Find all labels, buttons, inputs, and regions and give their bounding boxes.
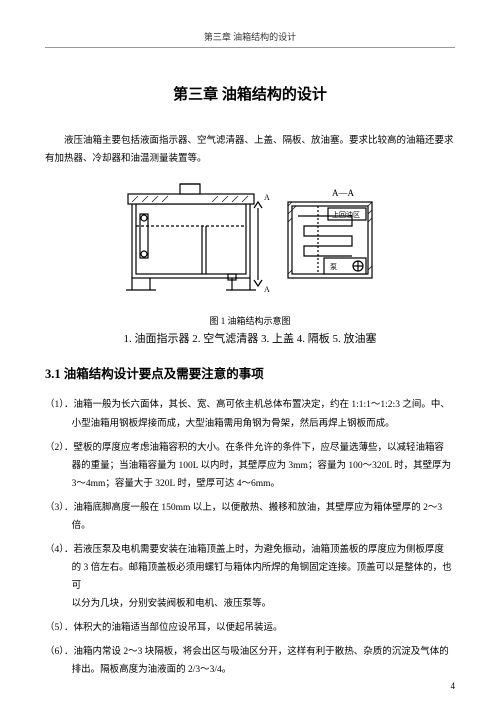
list-item-text: 若液压泵及电机需要安装在油箱顶盖上时，为避免振动，油箱顶盖板的厚度应为侧板厚度 — [74, 545, 445, 555]
section-title: 3.1 油箱结构设计要点及需要注意的事项 — [45, 364, 455, 384]
header-rule — [45, 47, 455, 48]
figure-caption: 图 1 油箱结构示意图 — [45, 314, 455, 328]
label-section: A—A — [332, 188, 354, 198]
list-item: （4）．若液压泵及电机需要安装在油箱顶盖上时，为避免振动，油箱顶盖板的厚度应为侧… — [45, 541, 455, 613]
list-item-text: 壁板的厚度应考虑油箱容积的大小。在条件允许的条件下，应尽量选薄些，以减轻油箱容 — [74, 443, 445, 453]
list-item: （2）．壁板的厚度应考虑油箱容积的大小。在条件允许的条件下，应尽量选薄些，以减轻… — [45, 439, 455, 493]
list-container: （1）．油箱一般为长六面体，其长、宽、高可依主机总体布置决定，约在 1:1:1～… — [45, 396, 455, 679]
chapter-title: 第三章 油箱结构的设计 — [45, 83, 455, 107]
list-item-number: （6）． — [45, 647, 74, 657]
label-pump: 泵 — [330, 263, 337, 271]
label-A-bot: A — [264, 285, 270, 294]
list-item-text: 油箱底脚高度一般在 150mm 以上，以便散热、搬移和放油，其壁厚应为箱体壁厚的… — [74, 503, 443, 513]
list-item-text: 体积大的油箱适当部位应设吊耳，以便起吊装运。 — [74, 623, 283, 633]
list-item-number: （2）． — [45, 443, 74, 453]
list-item-continuation: 小型油箱用钢板焊接而成，大型油箱需用角钢为骨架，然后再焊上钢板而成。 — [45, 415, 455, 433]
section-number: 3.1 — [45, 367, 61, 381]
label-A-top: A — [264, 193, 270, 202]
list-item-text: 油箱内常设 2～3 块隔板，将会出区与吸油区分开，这样有利于散热、杂质的沉淀及气… — [74, 647, 449, 657]
page-number: 4 — [451, 679, 456, 693]
figure-tank-diagram: A A A—A 上回 — [45, 180, 455, 306]
label-upper-oil: 上回油区 — [332, 210, 360, 219]
figure-legend: 1. 油面指示器 2. 空气滤清器 3. 上盖 4. 隔板 5. 放油塞 — [45, 331, 455, 349]
list-item: （5）．体积大的油箱适当部位应设吊耳，以便起吊装运。 — [45, 619, 455, 637]
section-heading: 油箱结构设计要点及需要注意的事项 — [64, 367, 264, 381]
tank-svg: A A A—A 上回 — [120, 180, 380, 300]
list-item-text: 油箱一般为长六面体，其长、宽、高可依主机总体布置决定，约在 1:1:1～1:2:… — [74, 400, 450, 410]
list-item-number: （1）． — [45, 400, 74, 410]
list-item-continuation: 器的重量；当油箱容量为 100L 以内时，其壁厚应为 3mm；容量为 100～3… — [45, 457, 455, 475]
list-item-continuation: 3～4mm；容量大于 320L 时，壁厚可达 4～6mm。 — [45, 475, 455, 493]
list-item-continuation: 排出。隔板高度为油液面的 2/3～3/4。 — [45, 661, 455, 679]
intro-paragraph: 液压油箱主要包括液面指示器、空气滤清器、上盖、隔板、放油塞。要求比较高的油箱还要… — [45, 132, 455, 168]
list-item-number: （4）． — [45, 545, 74, 555]
list-item-number: （3）． — [45, 503, 74, 513]
list-item-continuation: 倍。 — [45, 517, 455, 535]
list-item-continuation: 以分为几块，分别安装阀板和电机、液压泵等。 — [45, 595, 455, 613]
list-item: （6）．油箱内常设 2～3 块隔板，将会出区与吸油区分开，这样有利于散热、杂质的… — [45, 643, 455, 679]
list-item: （3）．油箱底脚高度一般在 150mm 以上，以便散热、搬移和放油，其壁厚应为箱… — [45, 499, 455, 535]
list-item-number: （5）． — [45, 623, 74, 633]
running-header: 第三章 油箱结构的设计 — [45, 30, 455, 44]
list-item: （1）．油箱一般为长六面体，其长、宽、高可依主机总体布置决定，约在 1:1:1～… — [45, 396, 455, 432]
list-item-continuation: 的 3 倍左右。邮箱顶盖板必须用螺钉与箱体内所焊的角钢固定连接。顶盖可以是整体的… — [45, 559, 455, 595]
